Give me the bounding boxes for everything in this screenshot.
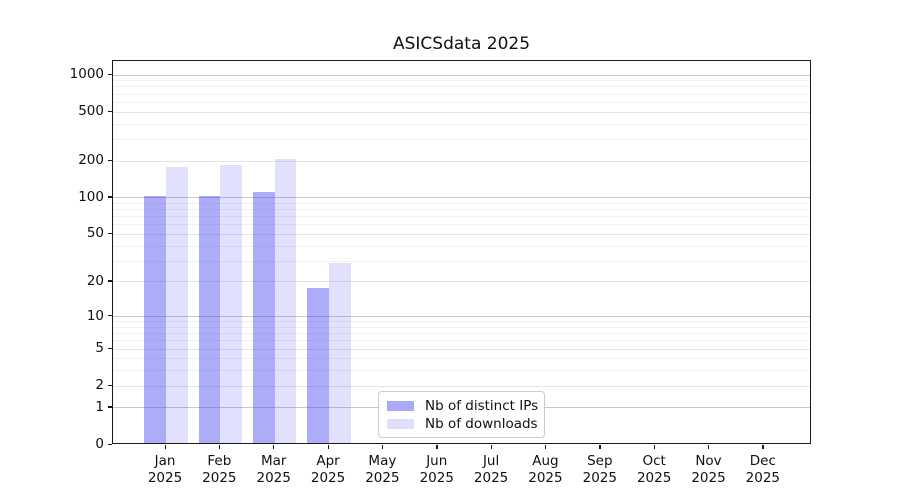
x-tick-label: Mar 2025 xyxy=(256,453,291,486)
y-tick-mark xyxy=(107,347,112,349)
minor-gridline xyxy=(113,321,810,323)
x-tick-mark xyxy=(327,445,329,449)
bar-nb-of-distinct-ips-mar xyxy=(253,191,275,443)
major-gridline xyxy=(113,281,810,283)
x-tick-mark xyxy=(381,445,384,449)
minor-gridline xyxy=(113,101,810,103)
major-gridline xyxy=(113,74,810,76)
x-tick-mark xyxy=(273,445,275,449)
y-tick-mark xyxy=(107,232,112,235)
y-tick-label: 200 xyxy=(78,152,104,169)
x-tick-label: Jan 2025 xyxy=(147,453,183,486)
minor-gridline xyxy=(113,123,810,125)
legend-swatch-downloads-icon xyxy=(387,419,414,429)
y-tick-mark xyxy=(107,443,112,445)
x-tick-label: Nov 2025 xyxy=(691,453,726,486)
x-tick-label: Sep 2025 xyxy=(582,453,617,486)
minor-gridline xyxy=(113,138,810,140)
minor-gridline xyxy=(113,86,810,88)
x-tick-label: Feb 2025 xyxy=(202,453,237,486)
bar-nb-of-downloads-jan xyxy=(166,167,188,443)
legend-item-distinct-ips: Nb of distinct IPs xyxy=(387,398,539,414)
chart-title: ASICSdata 2025 xyxy=(392,34,531,54)
bar-nb-of-distinct-ips-apr xyxy=(307,288,330,443)
major-gridline xyxy=(113,348,810,350)
legend-label-distinct-ips: Nb of distinct IPs xyxy=(425,398,539,414)
x-tick-mark xyxy=(218,445,221,449)
y-tick-label: 5 xyxy=(95,340,104,357)
bar-nb-of-distinct-ips-feb xyxy=(198,195,221,443)
y-tick-label: 10 xyxy=(86,307,104,324)
x-tick-mark xyxy=(708,445,710,449)
bar-nb-of-downloads-mar xyxy=(274,159,297,443)
x-tick-label: Apr 2025 xyxy=(310,453,346,486)
minor-gridline xyxy=(113,80,810,82)
x-tick-mark xyxy=(490,445,492,449)
minor-gridline xyxy=(113,326,810,328)
x-tick-mark xyxy=(544,445,547,449)
y-tick-label: 0 xyxy=(95,436,104,452)
x-tick-mark xyxy=(164,445,166,449)
y-tick-mark xyxy=(107,73,112,75)
bar-nb-of-distinct-ips-jan xyxy=(144,195,166,443)
bar-nb-of-downloads-apr xyxy=(329,262,351,443)
y-tick-mark xyxy=(107,384,112,386)
y-tick-mark xyxy=(107,406,112,408)
minor-gridline xyxy=(113,370,810,372)
major-gridline xyxy=(113,385,810,387)
x-tick-label: Dec 2025 xyxy=(745,453,781,486)
x-tick-mark xyxy=(599,445,601,449)
legend-swatch-distinct-ips-icon xyxy=(387,401,414,411)
x-tick-label: May 2025 xyxy=(365,453,400,486)
minor-gridline xyxy=(113,245,810,247)
y-tick-label: 500 xyxy=(78,103,104,120)
y-tick-label: 20 xyxy=(86,272,104,289)
minor-gridline xyxy=(113,224,810,226)
minor-gridline xyxy=(113,333,810,335)
y-tick-label: 1000 xyxy=(69,66,104,83)
x-tick-label: Jul 2025 xyxy=(473,453,509,486)
x-tick-mark xyxy=(436,445,438,449)
plot-area xyxy=(112,60,811,444)
minor-gridline xyxy=(113,93,810,95)
minor-gridline xyxy=(113,340,810,342)
y-tick-label: 2 xyxy=(95,377,104,394)
y-tick-mark xyxy=(107,159,112,161)
bar-nb-of-downloads-feb xyxy=(220,164,243,443)
minor-gridline xyxy=(113,260,810,262)
y-tick-label: 50 xyxy=(86,225,104,242)
major-gridline xyxy=(113,197,810,199)
legend-item-downloads: Nb of downloads xyxy=(387,416,538,432)
x-tick-label: Aug 2025 xyxy=(528,453,563,486)
major-gridline xyxy=(113,160,810,162)
y-tick-mark xyxy=(107,196,112,198)
minor-gridline xyxy=(113,202,810,204)
x-tick-mark xyxy=(762,445,764,449)
y-tick-mark xyxy=(107,280,112,282)
major-gridline xyxy=(113,316,810,318)
y-tick-mark xyxy=(107,110,112,112)
major-gridline xyxy=(113,111,810,113)
x-tick-label: Jun 2025 xyxy=(419,453,454,486)
minor-gridline xyxy=(113,209,810,211)
y-tick-label: 100 xyxy=(78,188,104,205)
y-tick-mark xyxy=(107,315,112,317)
major-gridline xyxy=(113,233,810,235)
minor-gridline xyxy=(113,216,810,218)
legend-label-downloads: Nb of downloads xyxy=(425,416,538,432)
x-tick-label: Oct 2025 xyxy=(636,453,672,486)
legend: Nb of distinct IPs Nb of downloads xyxy=(378,391,545,438)
minor-gridline xyxy=(113,358,810,360)
y-tick-label: 1 xyxy=(95,398,104,415)
x-tick-mark xyxy=(653,445,655,449)
